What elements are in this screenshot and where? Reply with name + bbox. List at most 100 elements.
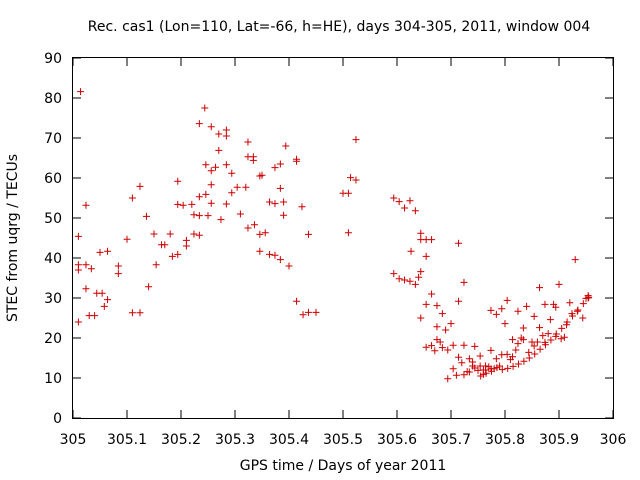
data-point — [566, 299, 574, 307]
data-point — [179, 201, 187, 209]
data-point — [136, 182, 144, 190]
data-point — [449, 365, 457, 373]
data-point — [123, 235, 131, 243]
data-point — [509, 336, 517, 344]
y-tick-label: 20 — [44, 331, 62, 347]
data-point — [244, 224, 252, 232]
data-point — [390, 194, 398, 202]
data-point — [411, 280, 419, 288]
data-point — [438, 310, 446, 318]
y-tick-label: 10 — [44, 371, 62, 387]
data-point — [460, 278, 468, 286]
data-point — [280, 211, 288, 219]
data-point — [433, 302, 441, 310]
data-point — [444, 346, 452, 354]
data-point — [299, 311, 307, 319]
plot-frame — [72, 57, 614, 419]
data-point — [344, 189, 352, 197]
x-tick-label: 305.1 — [107, 432, 147, 448]
data-point — [428, 342, 436, 350]
data-point — [152, 261, 160, 269]
data-point — [579, 314, 587, 322]
data-point — [515, 360, 522, 368]
data-point — [104, 247, 112, 255]
data-point — [266, 198, 274, 206]
data-point — [202, 161, 210, 169]
data-point — [460, 371, 468, 379]
data-point — [444, 375, 452, 383]
x-tick-label: 305.2 — [161, 432, 201, 448]
data-point — [150, 230, 158, 238]
data-point — [406, 277, 414, 285]
data-point — [471, 342, 479, 350]
data-point — [104, 296, 112, 304]
data-point — [285, 262, 293, 270]
data-point — [190, 230, 198, 238]
data-point — [271, 164, 279, 172]
data-point — [469, 358, 477, 366]
data-point — [436, 338, 444, 346]
y-axis-ticks: 0 10 20 30 40 50 60 70 80 90 — [44, 51, 613, 427]
data-point — [525, 348, 533, 356]
data-point — [422, 252, 430, 260]
data-point — [488, 367, 495, 375]
data-point — [142, 212, 150, 220]
y-tick-label: 80 — [44, 91, 62, 107]
data-point — [207, 167, 215, 175]
y-tick-label: 70 — [44, 131, 62, 147]
data-point — [256, 247, 264, 255]
y-tick-label: 90 — [44, 51, 62, 67]
data-point — [514, 340, 522, 348]
data-point — [276, 184, 284, 192]
data-point — [293, 297, 301, 305]
data-point — [215, 130, 223, 138]
data-point — [215, 146, 223, 154]
data-point — [128, 309, 136, 317]
data-point — [415, 273, 423, 281]
data-point — [438, 344, 446, 352]
data-point — [574, 306, 582, 314]
data-point — [195, 193, 203, 201]
y-tick-label: 40 — [44, 251, 62, 267]
data-point — [482, 369, 490, 377]
data-point — [228, 189, 236, 197]
data-point — [304, 230, 312, 238]
data-point — [417, 268, 425, 276]
y-tick-label: 50 — [44, 211, 62, 227]
data-point — [195, 212, 203, 220]
data-point — [525, 354, 533, 362]
y-axis-label: STEC from uqrg / TECUs — [5, 154, 21, 322]
data-point — [542, 341, 549, 349]
data-point — [298, 203, 306, 211]
data-point — [552, 330, 560, 338]
x-axis-ticks: 305 305.1 305.2 305.3 305.4 305.5 305.6 305.7 30… — [60, 58, 626, 448]
data-point — [312, 308, 320, 316]
data-point — [77, 88, 85, 96]
data-point — [546, 316, 554, 324]
data-point — [547, 336, 555, 344]
data-point — [161, 241, 169, 249]
data-point — [282, 142, 290, 150]
data-point — [557, 335, 565, 343]
data-point — [347, 174, 355, 182]
x-tick-label: 305.9 — [539, 432, 579, 448]
data-point — [217, 216, 225, 224]
data-point — [201, 104, 209, 112]
data-point — [228, 169, 236, 177]
data-point — [222, 126, 230, 134]
data-point — [552, 303, 560, 311]
data-point — [422, 300, 430, 308]
data-point — [509, 362, 517, 370]
data-point — [195, 120, 203, 128]
data-point — [519, 336, 527, 344]
data-point — [136, 309, 144, 317]
data-point — [249, 156, 257, 164]
data-point — [482, 366, 490, 374]
data-point — [82, 285, 90, 293]
data-point — [447, 320, 455, 328]
data-point — [455, 297, 463, 305]
data-point — [401, 276, 409, 284]
data-point — [244, 138, 252, 146]
data-point — [352, 176, 360, 184]
